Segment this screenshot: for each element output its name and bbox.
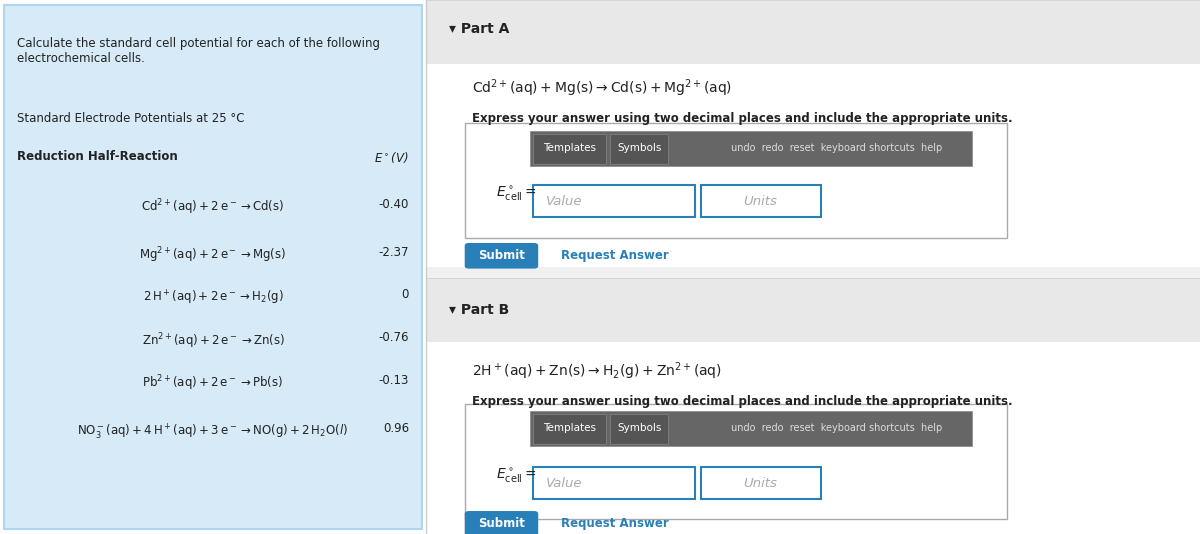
Text: -0.13: -0.13 — [378, 374, 409, 387]
Text: Symbols: Symbols — [618, 423, 662, 433]
Text: Templates: Templates — [542, 423, 595, 433]
Text: $\mathrm{2H^+(aq) + Zn(s)\rightarrow H_2(g) + Zn^{2+}(aq)}$: $\mathrm{2H^+(aq) + Zn(s)\rightarrow H_2… — [473, 360, 722, 382]
Text: ▾ Part B: ▾ Part B — [449, 303, 510, 317]
Text: -2.37: -2.37 — [378, 246, 409, 258]
Text: Request Answer: Request Answer — [562, 517, 670, 530]
FancyBboxPatch shape — [426, 64, 1200, 267]
FancyBboxPatch shape — [426, 278, 1200, 342]
Text: $E^\circ$(V): $E^\circ$(V) — [374, 150, 409, 164]
FancyBboxPatch shape — [464, 123, 1007, 238]
FancyBboxPatch shape — [530, 131, 972, 166]
Text: -0.76: -0.76 — [378, 331, 409, 344]
Text: $\mathrm{Mg^{2+}(aq) + 2\,e^- \rightarrow Mg(s)}$: $\mathrm{Mg^{2+}(aq) + 2\,e^- \rightarro… — [139, 246, 287, 265]
Text: Templates: Templates — [542, 143, 595, 153]
Text: $\mathrm{Pb^{2+}(aq) + 2\,e^- \rightarrow Pb(s)}$: $\mathrm{Pb^{2+}(aq) + 2\,e^- \rightarro… — [143, 374, 283, 394]
Text: Submit: Submit — [478, 517, 524, 530]
Text: 0.96: 0.96 — [383, 422, 409, 435]
FancyBboxPatch shape — [5, 5, 421, 529]
Text: undo  redo  reset  keyboard shortcuts  help: undo redo reset keyboard shortcuts help — [731, 423, 942, 433]
FancyBboxPatch shape — [426, 342, 1200, 534]
Text: Request Answer: Request Answer — [562, 249, 670, 262]
Text: Units: Units — [744, 477, 778, 490]
FancyBboxPatch shape — [533, 414, 606, 444]
Text: $\mathrm{Cd^{2+}(aq) + Mg(s)\rightarrow Cd(s) + Mg^{2+}(aq)}$: $\mathrm{Cd^{2+}(aq) + Mg(s)\rightarrow … — [473, 77, 732, 99]
FancyBboxPatch shape — [533, 467, 695, 499]
Text: $\mathrm{Cd^{2+}(aq) + 2\,e^- \rightarrow Cd(s)}$: $\mathrm{Cd^{2+}(aq) + 2\,e^- \rightarro… — [142, 198, 284, 217]
Text: 0: 0 — [402, 288, 409, 301]
Text: -0.40: -0.40 — [378, 198, 409, 210]
Text: Calculate the standard cell potential for each of the following
electrochemical : Calculate the standard cell potential fo… — [17, 37, 380, 65]
Text: Express your answer using two decimal places and include the appropriate units.: Express your answer using two decimal pl… — [473, 395, 1013, 408]
Text: Symbols: Symbols — [618, 143, 662, 153]
Text: $\mathrm{Zn^{2+}(aq) + 2\,e^- \rightarrow Zn(s)}$: $\mathrm{Zn^{2+}(aq) + 2\,e^- \rightarro… — [142, 331, 284, 351]
FancyBboxPatch shape — [426, 0, 1200, 64]
FancyBboxPatch shape — [530, 411, 972, 446]
Text: Units: Units — [744, 195, 778, 208]
FancyBboxPatch shape — [464, 243, 539, 269]
FancyBboxPatch shape — [611, 134, 668, 164]
Text: Express your answer using two decimal places and include the appropriate units.: Express your answer using two decimal pl… — [473, 112, 1013, 125]
Text: $E^\circ_\mathrm{cell}=$: $E^\circ_\mathrm{cell}=$ — [496, 184, 536, 202]
FancyBboxPatch shape — [611, 414, 668, 444]
Text: Value: Value — [546, 477, 582, 490]
Text: Standard Electrode Potentials at 25 °C: Standard Electrode Potentials at 25 °C — [17, 112, 245, 125]
Text: Reduction Half-Reaction: Reduction Half-Reaction — [17, 150, 178, 162]
Text: Submit: Submit — [478, 249, 524, 262]
FancyBboxPatch shape — [533, 134, 606, 164]
FancyBboxPatch shape — [701, 185, 821, 217]
FancyBboxPatch shape — [533, 185, 695, 217]
Text: $\mathrm{NO_3^-(aq) + 4\,H^+(aq) + 3\,e^- \rightarrow NO(g) + 2\,H_2O(\mathit{l}: $\mathrm{NO_3^-(aq) + 4\,H^+(aq) + 3\,e^… — [77, 422, 349, 441]
Text: $E^\circ_\mathrm{cell}=$: $E^\circ_\mathrm{cell}=$ — [496, 466, 536, 484]
FancyBboxPatch shape — [426, 0, 1200, 534]
FancyBboxPatch shape — [464, 404, 1007, 519]
Text: $\mathrm{2\,H^+(aq) + 2\,e^- \rightarrow H_2(g)}$: $\mathrm{2\,H^+(aq) + 2\,e^- \rightarrow… — [143, 288, 283, 307]
Text: Value: Value — [546, 195, 582, 208]
FancyBboxPatch shape — [701, 467, 821, 499]
Text: ▾ Part A: ▾ Part A — [449, 22, 510, 36]
Text: undo  redo  reset  keyboard shortcuts  help: undo redo reset keyboard shortcuts help — [731, 143, 942, 153]
FancyBboxPatch shape — [464, 511, 539, 534]
